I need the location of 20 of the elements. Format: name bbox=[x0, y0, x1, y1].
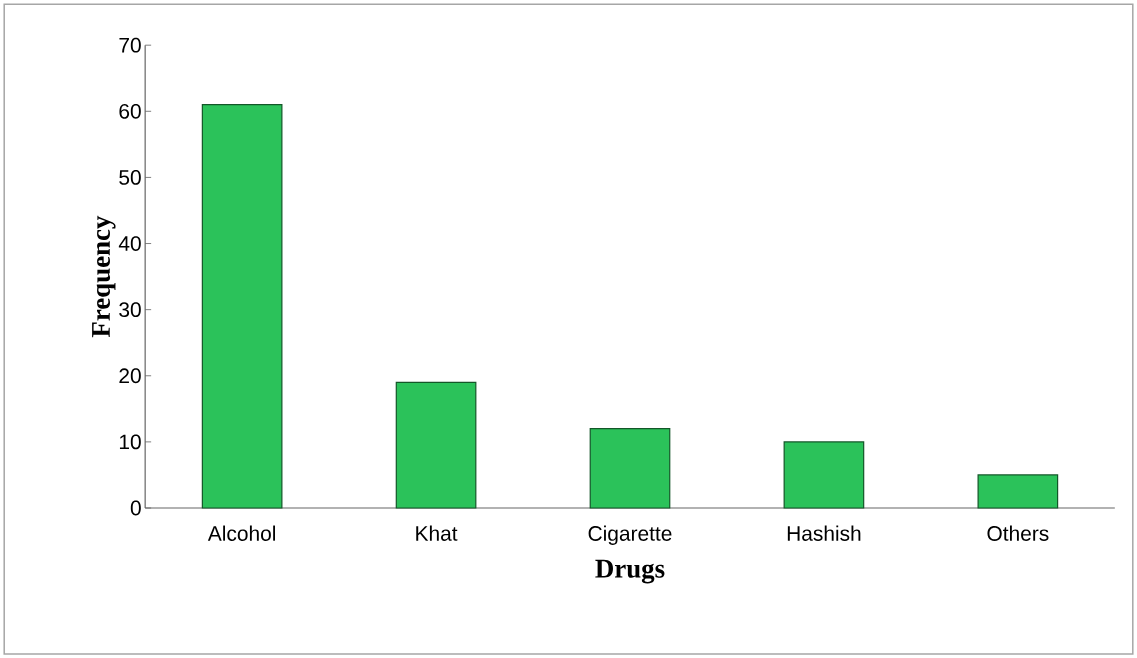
x-tick-label: Hashish bbox=[787, 525, 861, 541]
x-axis-title: Drugs bbox=[595, 559, 665, 584]
y-tick-label: 70 bbox=[119, 37, 141, 53]
bar bbox=[589, 427, 671, 509]
y-tick-label: 30 bbox=[119, 302, 141, 317]
y-tick-label: 40 bbox=[118, 236, 141, 251]
bar bbox=[977, 474, 1059, 509]
y-tick-label: 60 bbox=[119, 103, 141, 119]
bar bbox=[395, 381, 477, 509]
y-tick-label: 10 bbox=[119, 434, 141, 450]
x-tick-label: Khat bbox=[416, 525, 458, 541]
y-tick-label: 20 bbox=[119, 368, 141, 384]
x-tick-label: Alcohol bbox=[207, 525, 276, 541]
bar bbox=[783, 441, 865, 509]
y-axis-title: Frequency bbox=[92, 215, 116, 338]
y-tick-label: 50 bbox=[119, 169, 141, 185]
x-tick-label: Others bbox=[987, 525, 1049, 541]
y-tick-label: 0 bbox=[130, 500, 141, 516]
x-tick-label: Cigarette bbox=[588, 525, 672, 545]
bar bbox=[201, 104, 283, 509]
